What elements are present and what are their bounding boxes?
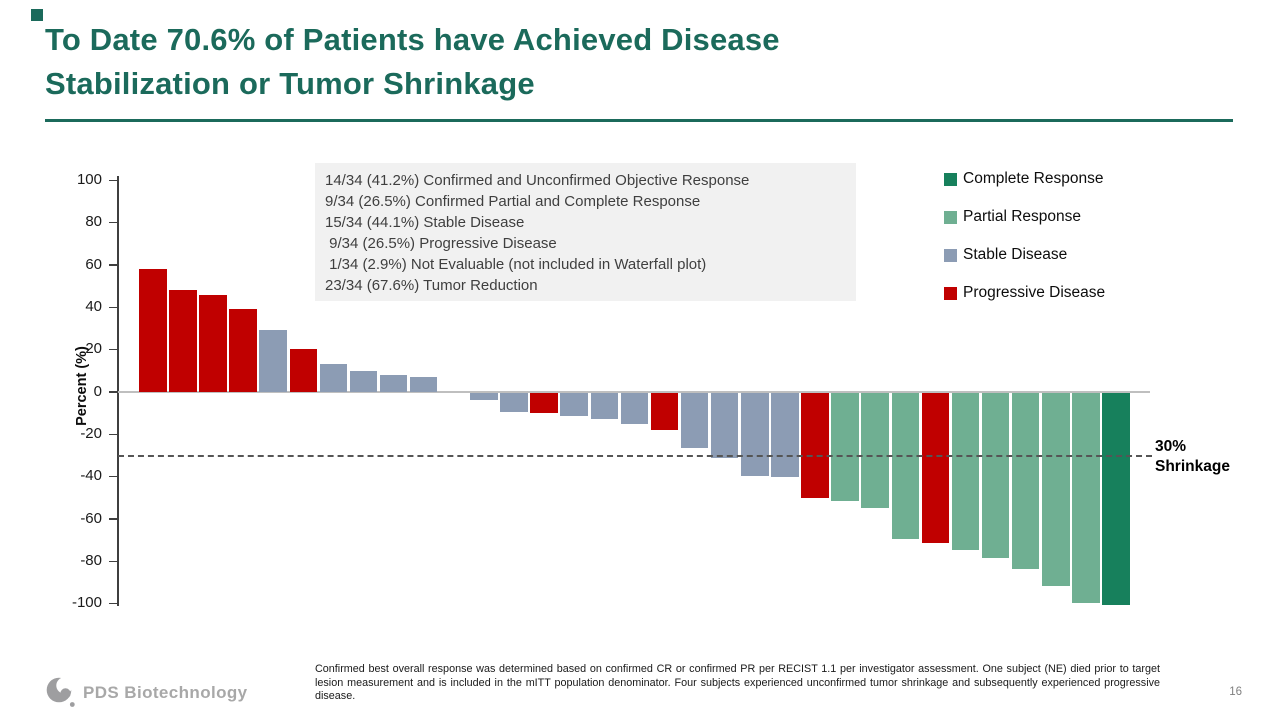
waterfall-bar-sd (409, 376, 438, 392)
y-axis-tick (109, 221, 117, 224)
legend-swatch-icon (944, 172, 957, 186)
company-logo: PDS Biotechnology (46, 676, 248, 709)
waterfall-bar-pr (831, 393, 859, 502)
chart-legend: Complete Response Partial Response Stable … (944, 170, 1174, 324)
waterfall-bar-pd (289, 349, 317, 392)
waterfall-bar-sd (379, 374, 408, 392)
waterfall-plot: Percent (%) 100 80 60 40 20 0 -20 -40 -60 -80 -100 (72, 171, 1152, 611)
waterfall-bar-sd (771, 393, 799, 477)
y-axis-tick (109, 306, 117, 309)
y-axis-tick-label: -100 (71, 594, 102, 612)
legend-label: Stable Disease (963, 246, 1068, 263)
legend-label: Complete Response (963, 170, 1104, 187)
y-axis-tick (109, 433, 117, 436)
y-axis-tick (109, 602, 117, 605)
waterfall-bar-pd (650, 393, 679, 431)
waterfall-bar-pd (199, 295, 227, 392)
waterfall-bar-pd (530, 393, 558, 414)
y-axis-tick (109, 518, 117, 520)
y-axis-tick-label: 80 (85, 213, 102, 231)
slide-title: To Date 70.6% of Patients have Achieved … (45, 18, 1145, 106)
footnote-text: Confirmed best overall response was dete… (315, 663, 1160, 702)
legend-swatch-icon (944, 210, 957, 224)
stats-line: 23/34 (67.6%) Tumor Reduction (325, 277, 538, 294)
slide-title-line1: To Date 70.6% of Patients have Achieved … (45, 22, 780, 57)
waterfall-bar-sd (590, 393, 618, 419)
legend-item-sd: Stable Disease (944, 246, 1174, 263)
y-axis-tick-label: -40 (80, 467, 102, 485)
title-underline (45, 119, 1233, 122)
stats-line: 14/34 (41.2%) Confirmed and Unconfirmed … (325, 172, 750, 189)
waterfall-bar-sd (560, 393, 588, 417)
y-axis-tick-label: 40 (85, 298, 102, 316)
y-axis-tick (109, 179, 117, 181)
waterfall-bar-sd (620, 393, 649, 424)
waterfall-bar-sd (710, 393, 739, 458)
y-axis-tick-label: -20 (80, 425, 102, 443)
legend-item-pd: Progressive Disease (944, 284, 1174, 301)
y-axis-tick-label: -60 (80, 509, 102, 527)
waterfall-bar-pd (921, 393, 950, 544)
legend-item-pr: Partial Response (944, 208, 1174, 225)
waterfall-bar-pr (981, 393, 1010, 559)
waterfall-bar-pr (1042, 393, 1070, 586)
stats-line: 1/34 (2.9%) Not Evaluable (not included … (325, 256, 707, 273)
waterfall-bar-pr (951, 393, 980, 550)
legend-swatch-icon (944, 286, 957, 300)
y-axis-tick-label: 0 (93, 382, 102, 400)
waterfall-bar-pd (169, 290, 197, 392)
corner-accent-square (31, 9, 43, 21)
waterfall-bar-pr (861, 393, 889, 508)
zero-baseline (118, 391, 1150, 393)
legend-swatch-icon (944, 248, 957, 262)
y-axis-tick (109, 264, 117, 266)
waterfall-bar-sd (470, 393, 498, 400)
y-axis-tick-label: 20 (85, 340, 102, 358)
waterfall-bar-pd (139, 268, 167, 392)
stats-line: 9/34 (26.5%) Progressive Disease (325, 235, 557, 252)
company-logo-text: PDS Biotechnology (83, 682, 248, 702)
y-axis-tick (109, 391, 117, 393)
stats-line: 9/34 (26.5%) Confirmed Partial and Compl… (325, 193, 701, 210)
y-axis-tick (109, 560, 117, 563)
y-axis-tick-label: 60 (85, 255, 102, 273)
y-axis-tick-label: 100 (76, 171, 102, 188)
waterfall-bar-sd (349, 370, 378, 392)
waterfall-bar-sd (319, 364, 348, 392)
waterfall-bar-pr (891, 393, 919, 540)
shrinkage-threshold-line (118, 454, 1152, 457)
y-axis-tick (109, 348, 117, 351)
pds-logo-icon (46, 677, 75, 707)
page-number: 16 (1229, 686, 1242, 698)
y-axis-line (117, 176, 119, 606)
shrinkage-threshold-label: 30% Shrinkage (1155, 438, 1230, 475)
waterfall-bar-pd (801, 393, 829, 498)
y-axis-tick (109, 475, 117, 478)
waterfall-bar-sd (741, 393, 769, 476)
waterfall-bar-sd (500, 393, 528, 413)
legend-item-cr: Complete Response (944, 170, 1174, 187)
response-stats-box: 14/34 (41.2%) Confirmed and Unconfirmed … (315, 163, 856, 301)
waterfall-bar-sd (259, 330, 287, 392)
stats-line: 15/34 (44.1%) Stable Disease (325, 214, 525, 231)
waterfall-bar-pr (1072, 393, 1100, 603)
legend-label: Partial Response (963, 208, 1082, 225)
waterfall-bar-pr (1011, 393, 1040, 569)
waterfall-bar-pd (229, 309, 257, 392)
slide-title-line2: Stabilization or Tumor Shrinkage (45, 66, 535, 101)
waterfall-bar-cr (1102, 393, 1130, 605)
legend-label: Progressive Disease (963, 284, 1106, 301)
y-axis-tick-label: -80 (80, 552, 102, 570)
waterfall-bar-sd (680, 393, 709, 449)
